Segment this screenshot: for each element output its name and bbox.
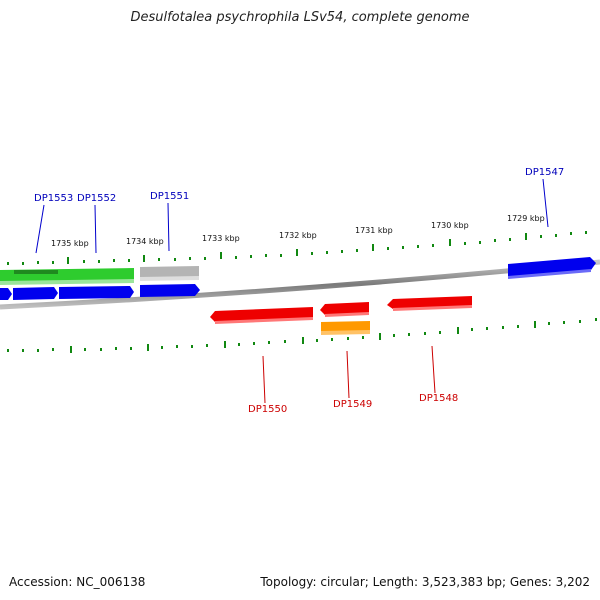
scale-labels: 1735 kbp 1734 kbp 1733 kbp 1732 kbp 1731…	[51, 214, 545, 248]
scale-label-1735: 1735 kbp	[51, 239, 89, 248]
scale-label-1731: 1731 kbp	[355, 226, 393, 235]
scale-label-1729: 1729 kbp	[507, 214, 545, 223]
gene-arrow[interactable]	[508, 257, 596, 277]
gene-label-dp1551[interactable]: DP1551	[150, 191, 189, 202]
upper-tick-row	[7, 231, 587, 265]
feature-row-upper	[0, 266, 199, 285]
gene-arrow[interactable]	[140, 284, 200, 297]
gene-arrow[interactable]	[387, 296, 472, 309]
forward-label-lines	[35, 178, 549, 254]
gene-label-dp1548[interactable]: DP1548	[419, 393, 458, 404]
other-gene-feature[interactable]	[321, 321, 370, 332]
gene-label-dp1547[interactable]: DP1547	[525, 167, 564, 178]
gene-label-dp1552[interactable]: DP1552	[77, 193, 116, 204]
gene-label-dp1549[interactable]: DP1549	[333, 399, 372, 410]
scale-label-1732: 1732 kbp	[279, 231, 317, 240]
reverse-gene-row	[210, 296, 472, 335]
gene-label-dp1553[interactable]: DP1553	[34, 193, 73, 204]
reverse-label-lines	[262, 345, 436, 404]
gene-arrow[interactable]	[0, 288, 12, 300]
gene-label-dp1550[interactable]: DP1550	[248, 404, 287, 415]
gene-arrow[interactable]	[59, 286, 134, 299]
accession-text: Accession: NC_006138	[9, 575, 146, 589]
scale-label-1733: 1733 kbp	[202, 234, 240, 243]
pseudo-gene-feature[interactable]	[140, 266, 199, 278]
forward-gene-row	[0, 257, 596, 300]
scale-label-1734: 1734 kbp	[126, 237, 164, 246]
gene-arrow[interactable]	[13, 287, 58, 300]
gene-arrow[interactable]	[320, 302, 369, 315]
genome-summary-text: Topology: circular; Length: 3,523,383 bp…	[260, 575, 590, 589]
map-title: Desulfotalea psychrophila LSv54, complet…	[130, 10, 470, 25]
scale-label-1730: 1730 kbp	[431, 221, 469, 230]
lower-tick-row	[7, 318, 597, 353]
